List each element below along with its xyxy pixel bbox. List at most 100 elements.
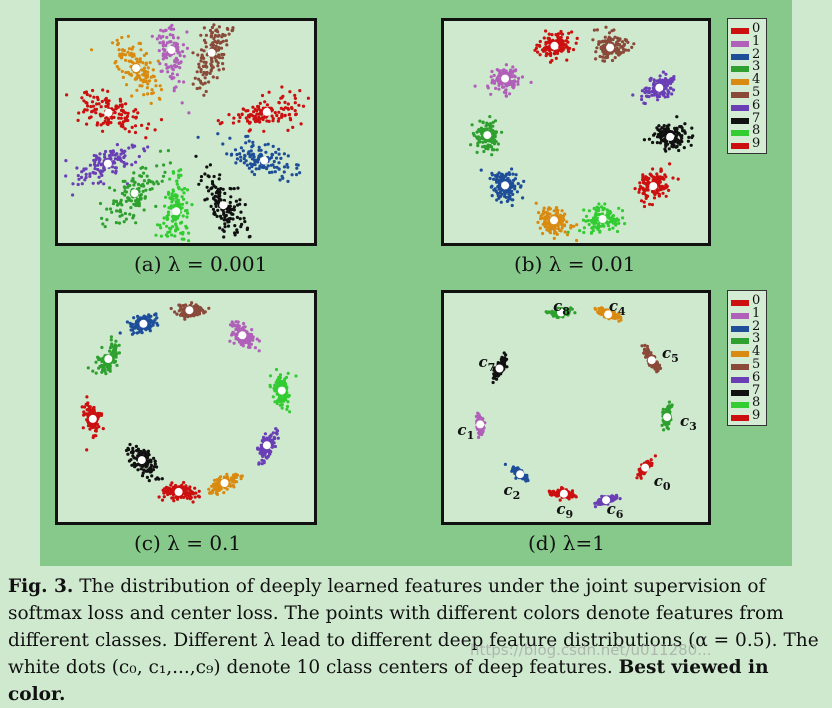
feature-point bbox=[637, 190, 641, 194]
cluster-class-8 bbox=[268, 367, 298, 414]
feature-point bbox=[624, 48, 628, 52]
feature-point bbox=[247, 150, 251, 154]
feature-point bbox=[139, 78, 143, 82]
feature-point bbox=[89, 48, 94, 52]
feature-point bbox=[142, 93, 146, 97]
feature-point bbox=[96, 181, 100, 185]
feature-point bbox=[603, 202, 607, 206]
feature-point bbox=[594, 225, 598, 229]
feature-point bbox=[278, 376, 282, 380]
feature-point bbox=[640, 94, 644, 98]
class-center-dot bbox=[550, 216, 558, 225]
feature-point bbox=[176, 51, 180, 55]
class-center-dot bbox=[220, 479, 229, 487]
feature-point bbox=[108, 349, 112, 353]
class-center-dot bbox=[641, 463, 650, 472]
feature-point bbox=[283, 100, 287, 104]
feature-point bbox=[601, 208, 605, 212]
feature-point bbox=[641, 175, 645, 179]
class-center-dot bbox=[606, 43, 615, 52]
feature-point bbox=[232, 332, 236, 336]
feature-point bbox=[77, 177, 81, 181]
feature-point bbox=[165, 214, 169, 219]
feature-point bbox=[199, 33, 203, 37]
feature-point bbox=[604, 56, 608, 60]
feature-point bbox=[233, 224, 237, 228]
feature-point bbox=[514, 68, 518, 72]
feature-point bbox=[607, 31, 612, 35]
class-center-dot bbox=[647, 356, 656, 365]
feature-point bbox=[642, 138, 646, 142]
feature-point bbox=[257, 148, 261, 152]
feature-point bbox=[558, 498, 562, 502]
feature-point bbox=[276, 436, 280, 440]
feature-point bbox=[220, 52, 224, 57]
feature-point bbox=[652, 90, 657, 94]
legend-swatch bbox=[731, 92, 749, 98]
feature-point bbox=[127, 197, 131, 201]
class-center-dot bbox=[137, 456, 146, 465]
feature-point bbox=[511, 86, 516, 90]
feature-point bbox=[85, 395, 89, 399]
feature-point bbox=[96, 167, 100, 172]
legend-item-4: 4 bbox=[731, 72, 767, 88]
feature-point bbox=[207, 80, 211, 84]
feature-point bbox=[137, 199, 141, 203]
feature-point bbox=[248, 113, 252, 117]
feature-point bbox=[167, 206, 171, 210]
feature-point bbox=[667, 404, 671, 408]
feature-point bbox=[494, 86, 498, 90]
feature-point bbox=[546, 207, 550, 211]
feature-point bbox=[265, 437, 270, 441]
feature-point bbox=[280, 406, 284, 410]
feature-point bbox=[485, 127, 489, 131]
cluster-class-3 bbox=[86, 335, 121, 376]
feature-point bbox=[479, 168, 483, 172]
feature-point bbox=[109, 352, 113, 356]
feature-point bbox=[185, 30, 189, 34]
feature-point bbox=[161, 40, 165, 44]
feature-point bbox=[481, 140, 485, 144]
feature-point bbox=[682, 129, 686, 133]
feature-point bbox=[165, 489, 169, 493]
feature-point bbox=[125, 114, 130, 118]
feature-point bbox=[649, 458, 653, 462]
feature-point bbox=[186, 211, 190, 215]
feature-point bbox=[96, 411, 100, 415]
feature-point bbox=[258, 120, 262, 124]
feature-point bbox=[120, 35, 124, 40]
feature-point bbox=[171, 72, 175, 76]
feature-point bbox=[214, 204, 218, 208]
feature-point bbox=[216, 187, 220, 191]
feature-point bbox=[129, 206, 133, 210]
class-center-dot bbox=[139, 319, 148, 328]
feature-point bbox=[204, 60, 208, 65]
feature-point bbox=[621, 50, 625, 54]
feature-point bbox=[582, 208, 586, 212]
cluster-class-0 bbox=[65, 88, 164, 140]
cluster-class-9 bbox=[547, 486, 578, 502]
feature-point bbox=[91, 88, 95, 93]
feature-point bbox=[158, 223, 162, 227]
feature-point bbox=[502, 175, 506, 179]
feature-point bbox=[478, 128, 482, 133]
feature-point bbox=[82, 99, 86, 103]
feature-point bbox=[151, 68, 155, 72]
feature-point bbox=[571, 48, 576, 52]
feature-point bbox=[502, 68, 506, 72]
feature-point bbox=[640, 89, 644, 93]
feature-point bbox=[640, 344, 644, 348]
feature-point bbox=[132, 214, 136, 218]
feature-point bbox=[130, 125, 134, 129]
feature-point bbox=[567, 310, 571, 314]
feature-point bbox=[224, 39, 228, 43]
class-center-dot bbox=[604, 310, 613, 319]
feature-point bbox=[161, 44, 165, 48]
legend-item-3: 3 bbox=[731, 59, 767, 75]
feature-point bbox=[134, 221, 138, 225]
feature-point bbox=[650, 203, 654, 207]
scatter-plot-b bbox=[469, 25, 695, 243]
feature-point bbox=[136, 74, 140, 78]
feature-point bbox=[677, 148, 681, 153]
feature-point bbox=[612, 313, 616, 317]
